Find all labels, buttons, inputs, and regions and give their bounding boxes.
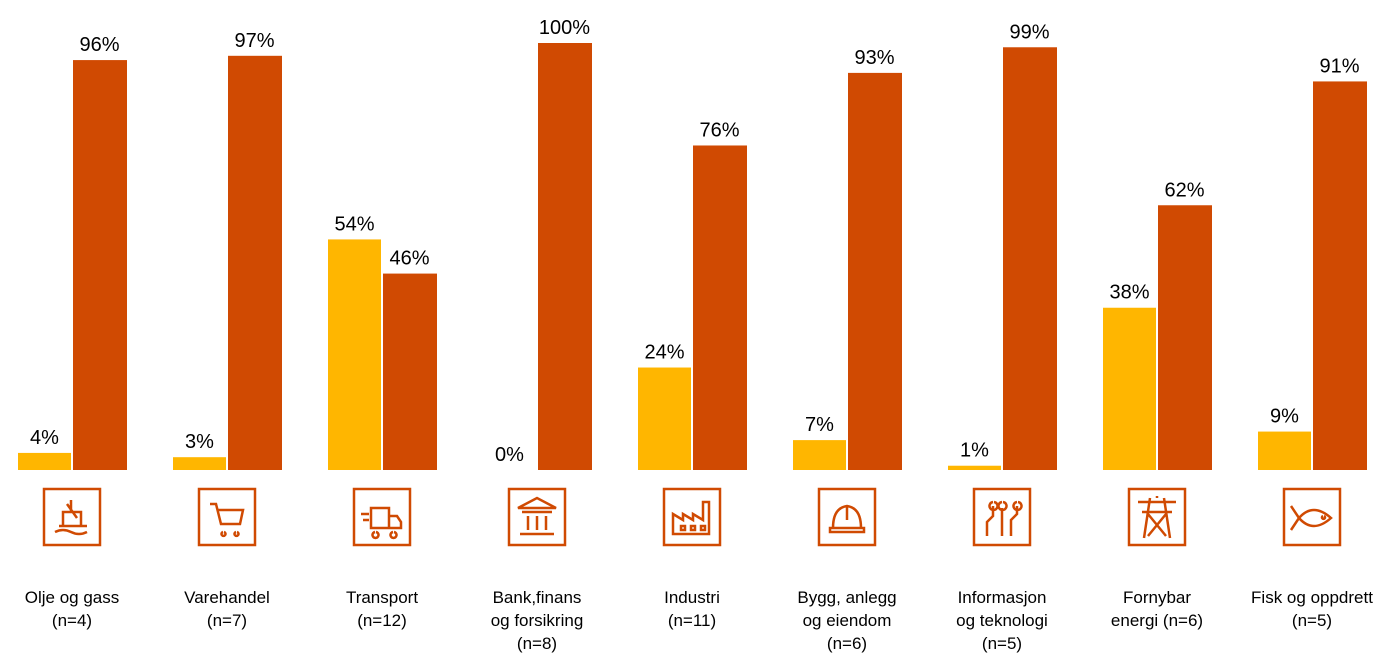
x-tick-label: Transport (n=12)	[345, 588, 419, 630]
x-tick-label: Fornybar energi (n=6)	[1110, 588, 1204, 630]
category-icon	[507, 487, 567, 547]
value-label: 97%	[234, 30, 274, 52]
x-tick-label: Fisk og oppdrett (n=5)	[1251, 588, 1373, 630]
value-label: 7%	[805, 414, 834, 436]
x-tick-label: Bank,finans og forsikring (n=8)	[490, 588, 584, 653]
icon-glyph	[361, 506, 403, 540]
value-label: 96%	[79, 34, 119, 56]
value-label: 76%	[699, 119, 739, 141]
bar	[1313, 81, 1367, 471]
bar	[538, 43, 592, 470]
icon-frame	[507, 487, 567, 547]
icon-glyph	[1289, 505, 1333, 531]
icon-frame	[352, 487, 412, 547]
bar	[1103, 307, 1156, 470]
icon-frame	[1282, 487, 1342, 547]
value-label: 91%	[1319, 55, 1359, 77]
value-label: 46%	[389, 248, 429, 270]
icon-glyph	[210, 502, 245, 538]
value-label: 9%	[1270, 406, 1299, 428]
x-tick-label: Varehandel (n=7)	[184, 588, 270, 630]
bar	[18, 452, 71, 470]
icon-glyph	[54, 500, 88, 536]
icon-glyph	[517, 496, 557, 536]
category-icon	[972, 487, 1032, 547]
icon-frame	[42, 487, 102, 547]
category-icon	[1282, 487, 1342, 547]
value-label: 62%	[1164, 179, 1204, 201]
bar	[793, 440, 846, 470]
icon-glyph	[828, 504, 866, 534]
bar	[1258, 431, 1311, 470]
value-label: 38%	[1109, 282, 1149, 304]
icon-frame	[817, 487, 877, 547]
icon-glyph	[1138, 496, 1176, 539]
value-label: 4%	[30, 427, 59, 449]
category-icon	[817, 487, 877, 547]
x-tick-label: Bygg, anlegg og eiendom (n=6)	[797, 588, 897, 653]
x-tick-label: Olje og gass (n=4)	[24, 588, 120, 630]
value-label: 99%	[1009, 21, 1049, 43]
icon-frame	[972, 487, 1032, 547]
category-icon	[352, 487, 412, 547]
bar	[228, 55, 282, 471]
bar	[173, 457, 226, 470]
bar	[383, 273, 437, 470]
bar	[1003, 47, 1057, 471]
category-icon	[42, 487, 102, 547]
x-tick-label: Industri (n=11)	[664, 588, 720, 630]
category-icon	[197, 487, 257, 547]
value-label: 0%	[495, 444, 524, 466]
category-icon	[662, 487, 722, 547]
icon-glyph	[985, 500, 1023, 536]
bar	[328, 239, 381, 470]
icon-frame	[197, 487, 257, 547]
value-label: 24%	[644, 342, 684, 364]
bar	[1158, 205, 1212, 470]
value-label: 3%	[185, 431, 214, 453]
bar	[693, 145, 747, 471]
icon-frame	[1127, 487, 1187, 547]
value-label: 54%	[334, 213, 374, 235]
icon-frame	[662, 487, 722, 547]
bar	[948, 465, 1001, 470]
value-label: 93%	[854, 47, 894, 69]
bar	[73, 60, 127, 470]
bar	[638, 367, 691, 470]
bar	[848, 72, 902, 470]
x-tick-label: Informasjon og teknologi (n=5)	[956, 588, 1048, 653]
category-icon	[1127, 487, 1187, 547]
value-label: 100%	[539, 17, 590, 39]
value-label: 1%	[960, 440, 989, 462]
icon-glyph	[671, 500, 711, 536]
